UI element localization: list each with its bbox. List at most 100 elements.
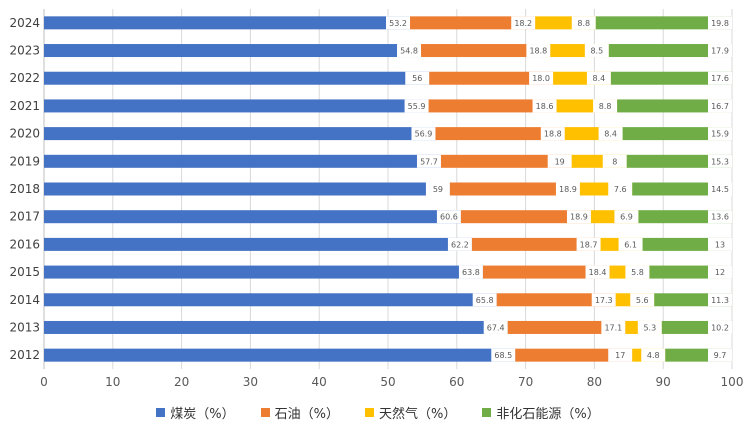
data-label: 17.9 [711, 47, 729, 56]
data-label: 18.4 [589, 268, 607, 277]
data-label-box [708, 348, 732, 362]
bar-nonfossil [595, 16, 732, 30]
bar-oil [507, 320, 626, 334]
data-label-box [584, 44, 609, 58]
data-label: 8.5 [590, 47, 603, 56]
y-tick-label: 2018 [9, 182, 40, 196]
data-label-box [630, 293, 655, 307]
legend-item-gas: 天然气（%） [365, 403, 456, 422]
data-label-box [540, 127, 565, 141]
legend-item-nonfossil: 非化石能源（%） [482, 403, 600, 422]
data-label: 8.8 [599, 102, 612, 111]
data-label: 18.7 [580, 240, 598, 249]
data-label-box [601, 320, 626, 334]
legend-label-coal: 煤炭（%） [170, 406, 235, 422]
legend-item-oil: 石油（%） [260, 403, 339, 422]
data-label-box [576, 237, 601, 251]
bar-oil [435, 127, 565, 141]
data-label: 17 [615, 351, 625, 360]
data-label-box [708, 16, 732, 30]
bar-coal [44, 71, 430, 85]
data-label: 12 [715, 268, 725, 277]
bar-coal [44, 348, 516, 362]
data-label-box [566, 210, 591, 224]
bar-oil [421, 44, 551, 58]
data-label-box [586, 71, 611, 85]
data-label: 59 [433, 185, 443, 194]
legend-swatch-nonfossil [482, 407, 492, 417]
data-label: 18.8 [529, 47, 547, 56]
data-label: 8.4 [593, 74, 606, 83]
data-label-box [405, 71, 430, 85]
y-tick-label: 2020 [9, 127, 40, 141]
data-label: 5.6 [636, 296, 649, 305]
data-label-box [416, 154, 441, 168]
data-label: 8.4 [604, 130, 617, 139]
x-tick-label: 100 [721, 375, 744, 389]
data-label: 14.5 [711, 185, 729, 194]
bar-nonfossil [626, 154, 732, 168]
bar-oil [515, 348, 633, 362]
data-label-box [425, 182, 450, 196]
data-label-box [585, 265, 610, 279]
data-label: 6.1 [624, 240, 637, 249]
data-label: 65.8 [476, 296, 494, 305]
x-tick-label: 40 [312, 375, 327, 389]
data-label: 9.7 [714, 351, 727, 360]
data-label: 15.3 [711, 157, 729, 166]
data-label-box [404, 99, 429, 113]
data-label: 56 [412, 74, 422, 83]
data-label-box [608, 348, 633, 362]
data-label-box [532, 99, 557, 113]
bar-oil [482, 265, 610, 279]
bar-nonfossil [617, 99, 732, 113]
bar-coal [44, 182, 450, 196]
bar-coal [44, 154, 441, 168]
data-label-box [591, 293, 616, 307]
data-label-box [511, 16, 536, 30]
bar-coal [44, 127, 436, 141]
y-tick-label: 2016 [9, 237, 40, 251]
bar-coal [44, 293, 497, 307]
legend-swatch-coal [156, 407, 166, 417]
bar-coal [44, 237, 472, 251]
x-tick-label: 90 [656, 375, 671, 389]
bar-coal [44, 99, 429, 113]
data-label-box [708, 182, 732, 196]
bar-oil [429, 71, 554, 85]
data-label-box [411, 127, 436, 141]
y-tick-label: 2023 [9, 44, 40, 58]
bar-coal [44, 44, 422, 58]
data-label: 18.9 [559, 185, 577, 194]
legend-swatch-oil [260, 407, 270, 417]
data-label: 6.9 [620, 213, 633, 222]
data-label: 8.8 [577, 19, 590, 28]
data-label-box [602, 154, 627, 168]
data-label: 5.3 [643, 323, 656, 332]
legend-label-oil: 石油（%） [274, 406, 339, 422]
data-label-box [529, 71, 554, 85]
x-tick-label: 50 [380, 375, 395, 389]
bar-nonfossil [622, 127, 732, 141]
data-label: 19 [555, 157, 565, 166]
data-label-box [708, 293, 732, 307]
y-tick-label: 2013 [9, 320, 40, 334]
data-label: 55.9 [408, 102, 426, 111]
bar-coal [44, 320, 508, 334]
data-label: 54.8 [400, 47, 418, 56]
legend: 煤炭（%） 石油（%） 天然气（%） 非化石能源（%） [0, 401, 756, 423]
data-label-box [436, 210, 461, 224]
legend-label-gas: 天然气（%） [379, 406, 457, 422]
bar-coal [44, 265, 483, 279]
data-label-box [472, 293, 497, 307]
data-label: 16.7 [711, 102, 729, 111]
data-label-box [483, 320, 508, 334]
data-label-box [708, 71, 732, 85]
data-label: 18.2 [514, 19, 532, 28]
bar-nonfossil [632, 182, 732, 196]
bar-oil [460, 210, 591, 224]
data-label: 60.6 [440, 213, 458, 222]
data-label-box [708, 127, 732, 141]
data-label-box [571, 16, 596, 30]
data-label-box [637, 320, 662, 334]
